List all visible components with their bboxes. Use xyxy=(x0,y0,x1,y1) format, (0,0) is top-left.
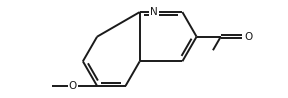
Text: O: O xyxy=(69,81,77,91)
Text: O: O xyxy=(244,32,253,42)
Text: N: N xyxy=(150,7,158,17)
